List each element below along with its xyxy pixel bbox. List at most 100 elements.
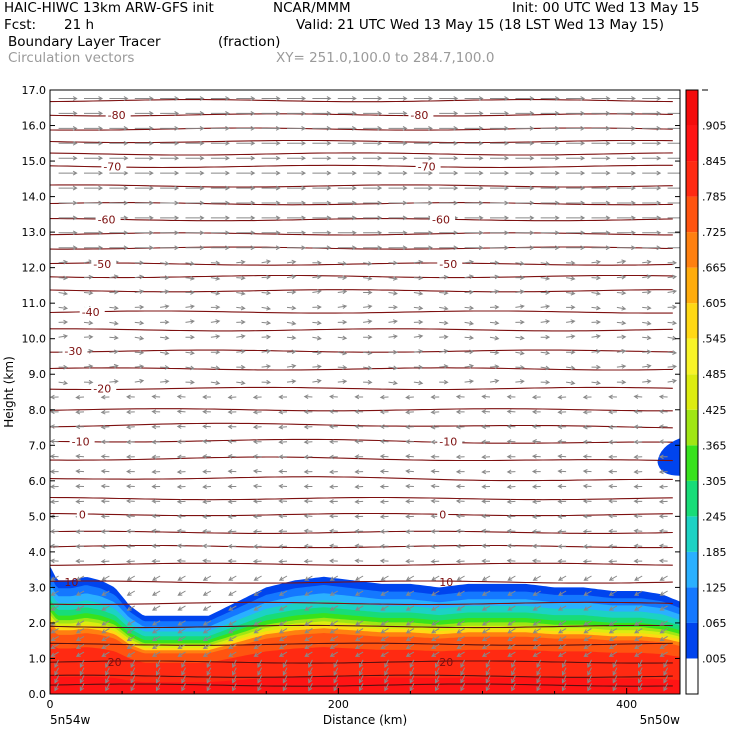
circulation-vector xyxy=(134,215,154,221)
circulation-vector xyxy=(50,469,59,474)
circulation-vector xyxy=(506,469,516,475)
circulation-vector xyxy=(286,379,297,384)
circulation-vector xyxy=(464,155,484,161)
circulation-vector xyxy=(202,484,211,490)
circulation-vector xyxy=(481,454,491,460)
circulation-vector xyxy=(101,651,110,657)
circulation-vector xyxy=(105,683,110,692)
circulation-vector xyxy=(202,424,211,429)
circulation-vector xyxy=(50,590,59,596)
circulation-vector xyxy=(388,290,398,296)
circulation-vector xyxy=(83,274,94,280)
circulation-vector xyxy=(100,514,110,519)
circulation-vector xyxy=(540,319,551,324)
circulation-vector xyxy=(126,605,136,611)
field-name: Boundary Layer Tracer xyxy=(8,34,161,50)
circulation-vector xyxy=(667,274,678,280)
circulation-vector xyxy=(329,409,338,414)
circulation-vector xyxy=(616,274,627,280)
isotherm-line xyxy=(50,674,673,678)
circulation-vector xyxy=(227,499,237,504)
circulation-vector xyxy=(79,675,85,684)
circulation-vector xyxy=(151,454,161,460)
xy-range: XY= 251.0,100.0 to 284.7,100.0 xyxy=(276,50,495,66)
circulation-vector xyxy=(134,170,154,176)
circulation-vector xyxy=(490,185,510,191)
circulation-vector xyxy=(278,628,288,634)
circulation-vector xyxy=(540,365,551,371)
circulation-vector xyxy=(210,140,230,146)
circulation-vector xyxy=(75,484,85,489)
circulation-vector xyxy=(430,498,440,504)
circulation-vector xyxy=(54,675,60,684)
circulation-vector xyxy=(455,424,465,430)
circulation-vector xyxy=(557,409,567,415)
colorbar-label: .185 xyxy=(702,546,727,559)
colorbar-swatch xyxy=(686,480,698,517)
circulation-vector xyxy=(312,126,332,131)
circulation-vector xyxy=(160,140,180,146)
circulation-vector xyxy=(532,590,541,596)
circulation-vector xyxy=(582,409,592,415)
y-tick-label: 10.0 xyxy=(22,333,47,346)
contour-label: -40 xyxy=(82,306,100,319)
y-tick-label: 15.0 xyxy=(22,155,47,168)
circulation-vector xyxy=(101,628,110,634)
circulation-vector xyxy=(659,590,668,596)
circulation-vector xyxy=(134,260,145,266)
circulation-vector xyxy=(566,260,576,266)
circulation-vector xyxy=(303,424,313,430)
circulation-vector xyxy=(583,575,592,581)
circulation-vector xyxy=(380,628,389,634)
circulation-vector xyxy=(642,274,652,279)
circulation-vector xyxy=(202,575,212,581)
circulation-vector xyxy=(561,667,567,676)
circulation-vector xyxy=(278,469,288,474)
circulation-vector xyxy=(75,529,85,534)
circulation-vector xyxy=(286,305,297,311)
circulation-vector xyxy=(261,215,281,221)
circulation-vector xyxy=(152,590,161,596)
circulation-vector xyxy=(151,643,161,650)
isotherm-line xyxy=(50,349,673,353)
circulation-vector xyxy=(50,529,59,534)
circulation-vector xyxy=(384,683,389,692)
circulation-vector xyxy=(185,350,195,356)
isotherm-line xyxy=(50,262,673,266)
circulation-vector xyxy=(507,643,516,650)
circulation-vector xyxy=(536,683,542,692)
circulation-vector xyxy=(54,667,60,676)
circulation-vector xyxy=(58,319,69,325)
circulation-vector xyxy=(431,620,440,626)
circulation-vector xyxy=(50,575,59,581)
circulation-vector xyxy=(642,126,662,131)
circulation-vector xyxy=(612,667,618,676)
circulation-vector xyxy=(151,484,161,489)
circulation-vector xyxy=(100,483,110,489)
circulation-vector xyxy=(515,185,535,191)
circulation-vector xyxy=(261,230,281,236)
circulation-vector xyxy=(210,304,221,310)
circulation-vector xyxy=(667,260,678,266)
circulation-vector xyxy=(303,484,313,489)
circulation-vector xyxy=(130,675,136,684)
circulation-vector xyxy=(481,635,491,642)
circulation-vector xyxy=(109,155,129,161)
circulation-vector xyxy=(379,558,389,564)
circulation-vector xyxy=(312,200,332,206)
circulation-vector xyxy=(506,424,516,429)
circulation-vector xyxy=(312,245,332,251)
circulation-vector xyxy=(388,276,398,281)
colorbar-swatch xyxy=(686,196,698,233)
circulation-vector xyxy=(431,590,440,596)
circulation-vector xyxy=(658,513,668,519)
circulation-vector xyxy=(303,543,313,549)
isotherm-line xyxy=(50,456,673,462)
circulation-vector xyxy=(490,230,510,236)
circulation-vector xyxy=(388,200,408,206)
circulation-vector xyxy=(506,514,516,519)
circulation-vector xyxy=(160,245,180,251)
circulation-vector xyxy=(151,651,161,657)
circulation-vector xyxy=(363,290,373,295)
circulation-vector xyxy=(515,245,535,251)
